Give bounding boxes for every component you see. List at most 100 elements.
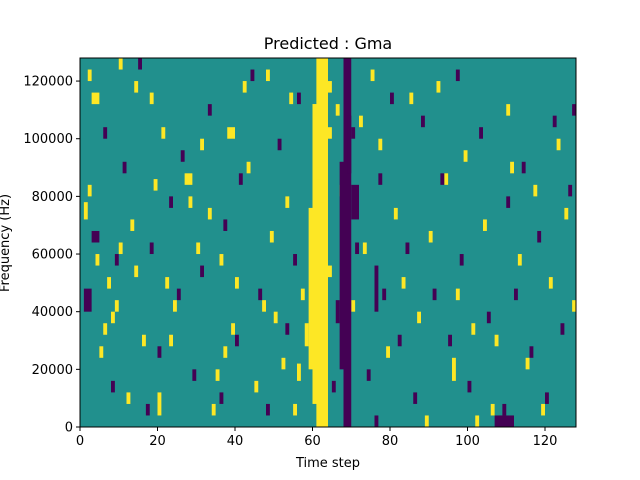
heatmap-cell-high (157, 392, 162, 416)
heatmap-cell-high (134, 265, 139, 278)
plot-area (79, 57, 577, 428)
heatmap-cell-high (452, 357, 456, 381)
heatmap-cell-high (211, 403, 216, 416)
heatmap-cell-high (475, 415, 480, 427)
heatmap-cell-high (118, 242, 123, 255)
heatmap-cell-high (91, 92, 100, 105)
heatmap-cell-low (277, 138, 282, 151)
heatmap-cell-high (409, 92, 414, 105)
heatmap-cell-high (103, 323, 108, 335)
x-tick-label: 0 (76, 434, 84, 449)
heatmap-cell-low (529, 346, 534, 358)
heatmap-cell-high (312, 104, 317, 116)
heatmap-cell-low (448, 334, 452, 347)
heatmap-cell-high (149, 92, 154, 105)
heatmap-cell-low (169, 196, 173, 208)
heatmap-cell-low (266, 403, 270, 416)
heatmap-cell-low (366, 369, 371, 381)
heatmap-cell-high (386, 346, 390, 358)
heatmap-cell-low (238, 173, 243, 185)
heatmap-cell-low (351, 184, 359, 220)
heatmap-cell-low (432, 288, 437, 301)
heatmap-cell-high (118, 58, 123, 70)
y-tick-label: 40000 (32, 305, 73, 320)
heatmap-cell-high (490, 403, 495, 416)
heatmap-cell-high (87, 69, 92, 82)
heatmap-cell-high (436, 81, 441, 93)
heatmap-cell-low (351, 127, 356, 139)
heatmap-cell-high (320, 202, 325, 220)
heatmap-cell-low (200, 265, 204, 278)
heatmap-cell-low (114, 254, 119, 266)
heatmap-cell-high (533, 184, 538, 197)
heatmap-cell-low (250, 69, 255, 82)
heatmap-cell-high (200, 138, 204, 151)
heatmap-cell-high (95, 254, 100, 266)
plot-frame (79, 57, 577, 428)
heatmap-cell-low (331, 380, 336, 393)
heatmap-cell-high (207, 207, 212, 220)
x-axis-ticks: 0 20 40 60 80 100 120 (76, 427, 558, 449)
heatmap-cell-high (548, 277, 553, 289)
y-tick-label: 100000 (23, 132, 73, 147)
y-axis-label: Frequency (Hz) (0, 194, 13, 292)
heatmap-cell-high (351, 300, 356, 312)
heatmap-cell-high (572, 300, 576, 312)
heatmap-cell-high (320, 207, 325, 370)
x-tick-label: 120 (533, 434, 558, 449)
heatmap-cell-low (111, 380, 115, 393)
heatmap-cell-low (285, 323, 290, 335)
heatmap-cell-low (122, 161, 127, 174)
heatmap-cell-low (180, 150, 185, 162)
heatmap-cell-high (393, 207, 398, 220)
heatmap-cell-high (293, 403, 297, 416)
heatmap-cell-high (463, 150, 468, 162)
heatmap-cell-high (289, 92, 294, 105)
heatmap-cell-high (324, 219, 328, 231)
heatmap-cell-high (196, 242, 201, 255)
x-axis-label: Time step (295, 456, 360, 471)
heatmap-cell-low (568, 184, 573, 197)
heatmap-cell-high (417, 311, 421, 324)
heatmap-cell-high (541, 403, 545, 416)
x-tick-label: 40 (227, 434, 244, 449)
heatmap-cell-low (145, 403, 150, 416)
heatmap-cell-high (242, 81, 247, 93)
heatmap-cell-high (269, 230, 274, 243)
heatmap-cell-low (176, 288, 181, 301)
heatmap-cell-high (169, 334, 173, 347)
heatmap-cell-high (320, 150, 325, 162)
heatmap-cell-high (246, 161, 251, 174)
heatmap-cell-high (359, 115, 363, 128)
heatmap-cell-low (514, 288, 518, 301)
heatmap-cell-low (382, 288, 387, 301)
heatmap-cell-high (254, 380, 259, 393)
heatmap-cell-low (192, 369, 197, 381)
heatmap-cell-low (339, 161, 344, 370)
heatmap-cell-low (293, 254, 297, 266)
heatmap-cell-low (498, 415, 514, 427)
heatmap-cell-high (142, 334, 146, 347)
heatmap-cell-high (328, 265, 332, 278)
heatmap-cell-high (401, 277, 406, 289)
heatmap-cell-high (161, 127, 166, 139)
heatmap-cell-high (285, 196, 290, 208)
heatmap-cell-high (173, 300, 177, 312)
heatmap-cell-high (215, 369, 220, 381)
heatmap-cell-low (413, 392, 418, 404)
heatmap-cell-low (347, 115, 352, 174)
heatmap-cell-high (273, 311, 278, 324)
heatmap-cell-low (138, 58, 142, 70)
heatmap-cell-low (506, 196, 511, 208)
heatmap-cell-low (235, 334, 239, 347)
heatmap-cell-low (552, 115, 557, 128)
heatmap-cell-high (471, 323, 476, 335)
heatmap-cell-high (297, 363, 301, 381)
heatmap-cell-low (91, 230, 100, 243)
heatmap-cell-high (370, 69, 375, 82)
y-tick-label: 60000 (32, 248, 73, 263)
heatmap-cell-low (374, 415, 379, 427)
heatmap-cell-low (258, 288, 263, 301)
heatmap-cell-high (300, 288, 305, 301)
